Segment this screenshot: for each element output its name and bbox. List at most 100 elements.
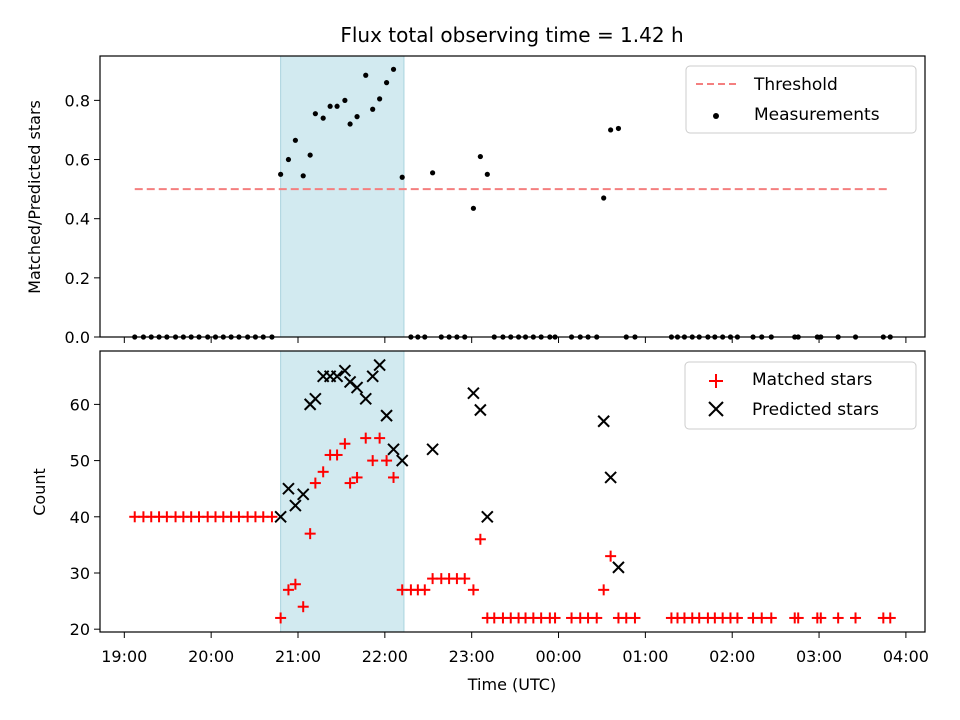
predicted-star-point: [474, 403, 487, 417]
measurement-point: [320, 115, 326, 121]
top-legend-box: [685, 65, 917, 134]
matched-star-point: [344, 477, 356, 489]
legend-matched-swatch: [709, 374, 723, 388]
predicted-star-point: [350, 381, 364, 394]
measurement-point: [334, 103, 340, 109]
measurement-point: [601, 195, 607, 201]
measurement-point: [370, 106, 376, 112]
predicted-star-point: [338, 364, 352, 377]
measurement-point: [430, 170, 436, 176]
matched-star-point: [792, 612, 804, 624]
matched-star-point: [297, 601, 309, 613]
legend-threshold-label: Threshold: [753, 75, 838, 95]
measurement-point: [285, 156, 292, 163]
predicted-star-point: [297, 488, 310, 501]
matched-star-point: [549, 612, 561, 624]
matched-star-point: [756, 612, 768, 624]
x-tick-label: 03:00: [796, 647, 842, 666]
predicted-star-point: [481, 510, 494, 523]
predicted-star-point: [282, 482, 295, 495]
matched-star-point: [266, 511, 278, 523]
bottom-y-axis-label: Count: [30, 468, 49, 516]
predicted-star-point: [612, 561, 625, 574]
measurement-point: [608, 127, 614, 133]
matched-star-point: [459, 573, 471, 585]
matched-stars-points: [129, 432, 896, 624]
matched-star-point: [850, 612, 862, 624]
bottom-panel: 20 30 40 50 60 19:00 20:00 21:00 22:00 23:00 00:0…: [30, 350, 929, 694]
measurement-point: [300, 173, 306, 179]
matched-star-point: [467, 584, 479, 596]
measurement-point: [292, 137, 298, 143]
bottom-legend-box: [684, 361, 917, 430]
matched-star-point: [367, 455, 379, 467]
matched-star-point: [591, 612, 603, 624]
top-plot-frame: [99, 55, 926, 338]
bottom-y-tick-label: 40: [70, 508, 90, 527]
top-legend: Threshold Measurements: [685, 65, 917, 134]
x-tick-label: 22:00: [362, 647, 408, 666]
matched-star-point: [331, 449, 343, 461]
matched-star-point: [309, 477, 321, 489]
bottom-y-tick-label: 50: [70, 452, 90, 471]
predicted-stars-points: [274, 358, 625, 574]
predicted-star-point: [274, 510, 287, 523]
x-axis-label: Time (UTC): [467, 675, 556, 694]
top-y-tick-label: 0.0: [65, 328, 90, 347]
bottom-y-tick-label: 20: [70, 620, 90, 639]
measurement-point: [312, 111, 318, 117]
measurement-point: [354, 114, 360, 120]
measurement-point: [278, 171, 284, 177]
predicted-star-point: [289, 499, 302, 512]
predicted-star-point: [597, 415, 610, 428]
matched-star-point: [388, 471, 400, 483]
matched-star-point: [275, 612, 287, 624]
matched-star-point: [815, 612, 827, 624]
measurement-point: [307, 152, 313, 158]
x-tick-label: 02:00: [709, 647, 755, 666]
top-y-tick-label: 0.6: [65, 151, 90, 170]
predicted-star-point: [380, 409, 393, 422]
matched-star-point: [374, 432, 386, 444]
legend-predicted-label: Predicted stars: [752, 400, 879, 420]
measurement-point: [377, 96, 383, 102]
bottom-y-tick-label: 60: [70, 395, 90, 414]
predicted-star-point: [467, 386, 480, 400]
measurement-point: [347, 121, 353, 127]
matched-star-point: [884, 612, 896, 624]
top-y-tick-label: 0.4: [65, 210, 90, 229]
measurement-point: [399, 174, 405, 180]
matched-star-point: [598, 584, 610, 596]
bottom-y-tick-label: 30: [70, 564, 90, 583]
matched-star-point: [474, 533, 486, 545]
legend-matched-label: Matched stars: [752, 370, 872, 390]
bottom-y-ticks: 20 30 40 50 60: [70, 395, 100, 639]
measurement-point: [342, 97, 348, 103]
top-x-ticks: [123, 337, 907, 343]
predicted-star-point: [604, 471, 617, 484]
top-y-tick-label: 0.2: [65, 269, 90, 288]
matched-star-point: [339, 438, 351, 450]
measurement-point: [327, 103, 333, 109]
measurement-point: [383, 80, 390, 86]
x-tick-label: 04:00: [883, 647, 929, 666]
predicted-star-point: [373, 358, 386, 372]
x-tick-label: 20:00: [188, 647, 234, 666]
bottom-x-ticks: 19:00 20:00 21:00 22:00 23:00 00:00 01:00 02:00…: [101, 632, 929, 666]
predicted-star-point: [426, 443, 439, 456]
matched-star-point: [351, 471, 363, 483]
matched-star-point: [765, 612, 777, 624]
predicted-star-point: [396, 454, 409, 467]
measurement-point: [470, 205, 477, 211]
x-tick-label: 01:00: [622, 647, 668, 666]
chart-title: Flux total observing time = 1.42 h: [340, 23, 683, 47]
bottom-legend: Matched stars Predicted stars: [684, 361, 917, 430]
matched-star-point: [419, 584, 431, 596]
matched-star-point: [605, 550, 617, 562]
top-highlight-band: [280, 55, 405, 338]
measurement-point: [484, 171, 490, 177]
measurement-point: [390, 66, 397, 72]
predicted-star-point: [387, 443, 400, 456]
top-panel: 0.00.20.40.60.8 Matched/Predicted stars …: [25, 55, 926, 347]
